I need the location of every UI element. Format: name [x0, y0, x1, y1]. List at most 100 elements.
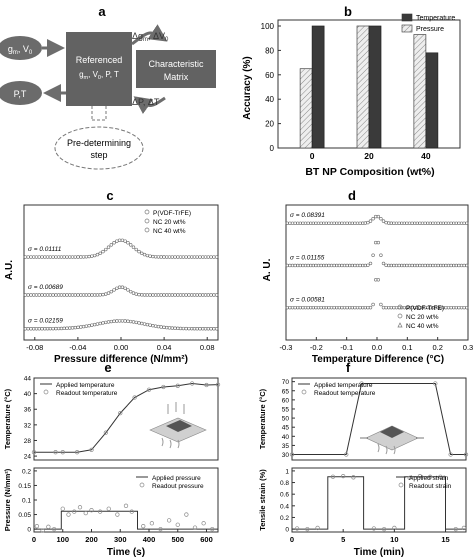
bar-pressure-20 [356, 25, 370, 149]
chart-c-point [176, 326, 180, 331]
characteristic-subtitle: Matrix [164, 72, 189, 82]
chart-c-legend: P(VDF-TrFE) NC 20 wt% NC 40 wt% [144, 209, 191, 235]
panel-label-f: f [346, 360, 351, 375]
chart-c-point [117, 319, 122, 323]
chart-d-point [366, 220, 370, 225]
chart-c-point [90, 293, 94, 297]
chart-e-top-readout-point [31, 450, 37, 455]
chart-f-top-readout-point [463, 452, 469, 457]
legend-d-0: P(VDF-TrFE) [406, 305, 444, 312]
chart-c-point [187, 326, 191, 331]
strain-temperature-time-chart: 30 35 40 45 50 55 60 65 70 0 0.2 0.4 0.6 0.8 1 0 5 10 15… [258, 377, 469, 558]
chart-f-xtick-label: 5 [341, 535, 345, 544]
chart-f-bottom-ylabel: Tensile strain (%) [258, 469, 267, 531]
chart-c-point [34, 293, 39, 297]
chart-c-point [134, 292, 138, 296]
chart-c-point [131, 320, 136, 324]
chart-c-point [68, 326, 72, 330]
chart-e-top-readout-point [132, 395, 137, 400]
chart-c-point [129, 319, 133, 324]
chart-f-xtick-label: 15 [441, 535, 449, 544]
chart-e-bottom-readout-point [60, 506, 65, 511]
chart-e-bottom-readout-point [129, 509, 134, 514]
chart-c-point [145, 293, 150, 297]
chart-c-xlabel: Pressure difference (N/mm²) [54, 354, 188, 365]
chart-c-point [62, 255, 66, 259]
chart-c-point [84, 255, 89, 259]
chart-f-top-readout-point [433, 381, 438, 386]
chart-c-point [81, 255, 86, 259]
chart-f-top-applied-line [292, 383, 466, 455]
chart-e-bottom-readout-point [141, 524, 146, 529]
chart-c-point [129, 289, 133, 294]
legend-marker-readout-temp-e [43, 389, 49, 395]
bar-temperature-20 [368, 25, 382, 149]
chart-c-point [151, 254, 155, 259]
chart-c-point [45, 255, 50, 259]
chart-f-bottom-frame [291, 467, 467, 533]
temperature-difference-chart: -0.3 -0.2 -0.1 0.0 0.1 0.2 0.3 σ = 0.08391 σ = … [262, 204, 473, 365]
chart-c-point [170, 326, 174, 330]
chart-c-point [137, 321, 141, 325]
chart-c-point [214, 255, 219, 259]
chart-e-bottom-readout-point [175, 522, 180, 527]
chart-b-ytick-label: 0 [270, 144, 275, 153]
chart-c-point [162, 293, 166, 297]
chart-c-point [189, 326, 194, 331]
chart-c-point [51, 326, 55, 331]
chart-f-bottom-readout-point [371, 526, 377, 531]
chart-d-xtick-label: 0.2 [432, 343, 442, 352]
chart-e-top-readout-point [118, 410, 123, 416]
chart-c-point [142, 293, 147, 297]
chart-c-point [68, 293, 72, 297]
legend-e-readout-pressure: Readout pressure [152, 483, 204, 490]
chart-d-point [366, 263, 370, 267]
legend-marker-c-2 [144, 227, 150, 233]
chart-c-point [151, 293, 155, 297]
chart-d-point [368, 261, 373, 266]
chart-e-top-ytick-label: 28 [24, 438, 32, 445]
chart-c-point [45, 293, 50, 297]
chart-c-point [98, 321, 102, 326]
chart-c-point [162, 255, 166, 259]
chart-c-point [176, 255, 180, 259]
chart-c-point [26, 327, 30, 331]
chart-c-point [167, 255, 172, 259]
output-label: P,T [14, 89, 27, 99]
chart-d-point [465, 305, 469, 310]
chart-f-top-readout-point [359, 381, 364, 386]
chart-c-point [112, 319, 116, 323]
chart-f-top-ytick-label: 65 [282, 388, 290, 395]
chart-d-xtick-label: 0.3 [463, 343, 473, 352]
chart-c-point [79, 255, 83, 259]
chart-d-point [376, 278, 380, 282]
accuracy-bar-chart: 0 20 40 60 80 100 0 20 40 Accuracy (%) BT NP Co… [242, 13, 461, 178]
chart-d-point [376, 214, 380, 219]
panel-label-b: b [344, 4, 352, 19]
chart-c-point [212, 327, 216, 331]
chart-c-point [54, 293, 58, 297]
predetermining-line2: step [90, 150, 107, 160]
chart-f-bottom-readout-point [407, 475, 412, 481]
chart-c-point [101, 321, 105, 325]
chart-c-point [176, 293, 180, 297]
chart-e-bottom-ytick-label: 0.15 [18, 483, 31, 490]
chart-e-top-frame [33, 377, 219, 461]
chart-d-xtick-label: 0.0 [372, 343, 382, 352]
chart-f-bottom-legend: Applied strain Readout strain [396, 475, 452, 490]
chart-c-point [123, 239, 127, 243]
chart-d-ylabel: A. U. [262, 258, 273, 281]
chart-f-bottom-ytick-label: 0.2 [280, 515, 289, 522]
chart-c-point [73, 325, 77, 330]
chart-c-point [29, 293, 33, 297]
chart-f-bottom-ytick-label: 1 [285, 468, 289, 475]
chart-c-point [151, 323, 155, 328]
chart-c-point [206, 293, 211, 297]
chart-d-point [371, 253, 375, 257]
legend-label-pressure: Pressure [416, 26, 444, 33]
chart-c-point [192, 293, 197, 297]
chart-d-xtick-label: -0.2 [310, 343, 323, 352]
chart-c-point [54, 326, 58, 331]
chart-c-point [178, 255, 183, 259]
chart-c-point [209, 293, 213, 297]
